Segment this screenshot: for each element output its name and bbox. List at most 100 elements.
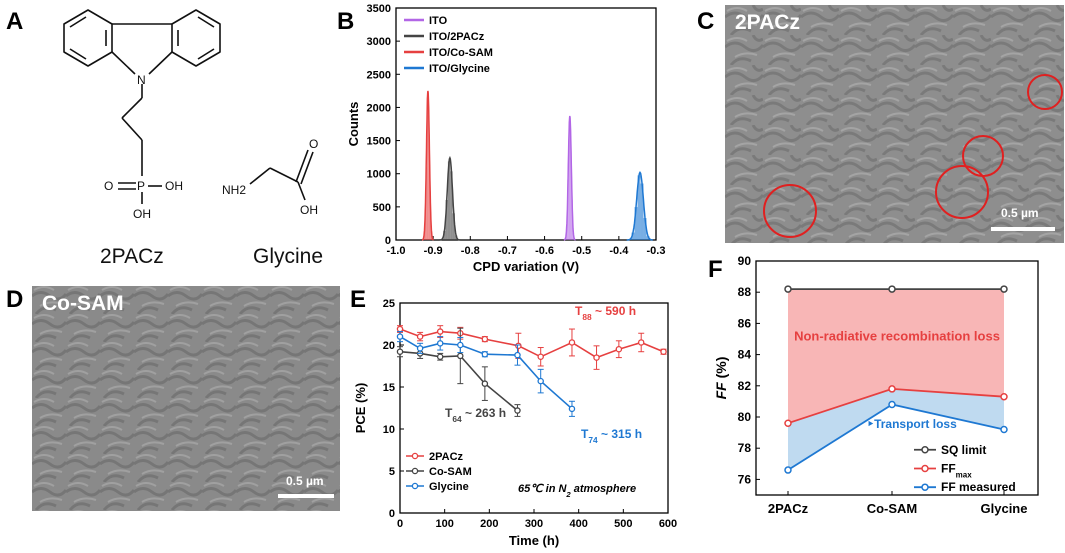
y-axis-label-f: FF (%) <box>713 357 729 400</box>
atom-oh-glycine: OH <box>300 203 318 217</box>
sem-texture-d <box>32 286 340 511</box>
lifetime-annotation-0-sub: 88 <box>582 312 592 322</box>
x-tick-label-b: -0.9 <box>424 245 443 257</box>
ff-data-point-2 <box>888 400 896 409</box>
x-tick-label-b: -0.8 <box>461 245 480 257</box>
x-tick-label-b: -1.0 <box>387 245 406 257</box>
defect-circle-2 <box>935 165 989 219</box>
data-point-0 <box>436 328 444 335</box>
y-tick-label-e: 15 <box>383 382 395 394</box>
y-tick-label-e: 25 <box>383 298 395 310</box>
data-point-0 <box>537 353 544 361</box>
lifetime-annotation-1-main: T <box>445 406 453 420</box>
ff-data-point-0 <box>1000 285 1008 293</box>
legend-label-f-main: FF <box>941 461 956 475</box>
benzene-ring-left <box>63 9 113 67</box>
y-tick-label-f: 76 <box>738 472 752 486</box>
lifetime-annotation-1-tail: ~ 263 h <box>462 406 506 420</box>
y-tick-label-f: 88 <box>738 285 752 299</box>
ff-data-point-2 <box>1000 425 1008 434</box>
histogram-bar-1 <box>452 213 455 240</box>
legend-marker-e <box>411 467 419 475</box>
y-tick-label-b: 500 <box>373 202 391 214</box>
ff-data-point-1 <box>888 385 896 393</box>
y-tick-label-b: 1000 <box>367 169 391 181</box>
legend-label-e: Glycine <box>429 481 469 493</box>
histogram-bar-3 <box>634 207 638 240</box>
y-tick-label-b: 3500 <box>367 3 391 15</box>
legend-label-f: FF measured <box>941 480 1016 494</box>
atom-oh-2: OH <box>133 207 151 221</box>
condition-note-tail: atmosphere <box>571 483 636 495</box>
data-point-2 <box>457 341 464 349</box>
x-tick-label-e: 200 <box>480 518 498 530</box>
lifetime-annotation-0-main: T <box>575 304 583 318</box>
scale-bar-d <box>278 494 334 498</box>
ff-data-point-0 <box>784 285 792 293</box>
x-tick-label-b: -0.3 <box>647 245 666 257</box>
x-tick-label-b: -0.6 <box>535 245 554 257</box>
histogram-bar-3 <box>643 218 647 240</box>
y-axis-label-f-main: FF <box>713 382 729 400</box>
y-axis-label-f-tail: (%) <box>713 357 729 383</box>
x-tick-label-e: 400 <box>569 518 587 530</box>
fit-curve-2 <box>421 90 434 241</box>
ff-data-point-1 <box>1000 392 1008 401</box>
sem-texture <box>725 5 1064 243</box>
atom-nh2: NH2 <box>222 183 246 197</box>
molecule-name-2pacz: 2PACz <box>100 245 164 268</box>
histogram-bar-3 <box>631 232 635 240</box>
plot-frame-b <box>395 7 657 241</box>
histogram-bar-0 <box>570 136 572 240</box>
data-point-1 <box>481 380 489 387</box>
x-axis-label-b: CPD variation (V) <box>473 259 579 274</box>
transport-loss-region <box>788 388 1004 471</box>
x-tick-label-e: 100 <box>435 518 453 530</box>
data-point-0 <box>637 339 645 346</box>
legend-label-f: FFmax <box>941 461 972 479</box>
legend-marker-e <box>411 452 419 460</box>
histogram-bar-3 <box>646 236 650 240</box>
fit-curve-3 <box>626 170 653 241</box>
lifetime-annotation-1: T64 ~ 263 h <box>445 406 506 424</box>
legend-label-e: Co-SAM <box>429 466 472 478</box>
data-point-0 <box>568 339 576 346</box>
lifetime-annotation-0-tail: ~ 590 h <box>592 304 636 318</box>
chart-b-histogram: -1.0 -0.9 -0.8 -0.7 -0.6 -0.5 -0.4 -0.3 0 500 1000… <box>346 3 666 274</box>
sem-image-2pacz: 2PACz 0.5 µm <box>725 5 1064 243</box>
legend-label-b: ITO <box>429 15 448 27</box>
scale-text-d: 0.5 µm <box>286 474 324 488</box>
panel-letter-d: D <box>6 286 24 313</box>
y-tick-label-f: 86 <box>738 316 752 330</box>
data-point-0 <box>660 348 667 355</box>
chart-f-fill-factor: 76 78 80 82 84 86 88 90 2PACz Co-SAM Glycine FF (%)… <box>713 254 1039 516</box>
region-label-transport: ‣Transport loss <box>867 417 957 431</box>
panel-letter-b: B <box>337 8 355 35</box>
data-point-2 <box>514 351 521 359</box>
fit-curve-0 <box>563 115 576 241</box>
scale-text-c: 0.5 µm <box>1001 206 1039 220</box>
histogram-bar-2 <box>428 115 430 240</box>
legend-label-b: ITO/Co-SAM <box>429 47 493 59</box>
defect-circle-4 <box>1027 74 1063 110</box>
histogram-bar-3 <box>640 183 644 240</box>
y-tick-label-b: 2000 <box>367 102 391 114</box>
lifetime-annotation-2-tail: ~ 315 h <box>598 427 642 441</box>
atom-o: O <box>104 179 113 193</box>
sem-image-co-sam: Co-SAM 0.5 µm <box>32 286 340 511</box>
atom-o-glycine: O <box>309 137 318 151</box>
legend-label-e: 2PACz <box>429 451 464 463</box>
y-tick-label-b: 0 <box>385 235 391 247</box>
x-tick-label-b: -0.4 <box>609 245 629 257</box>
region-label-nonradiative: Non-radiative recombination loss <box>794 329 1000 344</box>
ff-data-point-0 <box>888 285 896 293</box>
x-axis-label-e: Time (h) <box>509 533 559 548</box>
y-tick-label-f: 90 <box>738 254 752 268</box>
legend-marker-f <box>921 446 929 454</box>
y-tick-label-b: 2500 <box>367 69 391 81</box>
y-axis-label-e: PCE (%) <box>353 383 368 434</box>
x-category-label-f: Co-SAM <box>867 501 918 516</box>
panel-letter-c: C <box>697 8 715 35</box>
sem-label-2pacz: 2PACz <box>735 11 800 34</box>
y-axis-label-b: Counts <box>346 102 361 147</box>
